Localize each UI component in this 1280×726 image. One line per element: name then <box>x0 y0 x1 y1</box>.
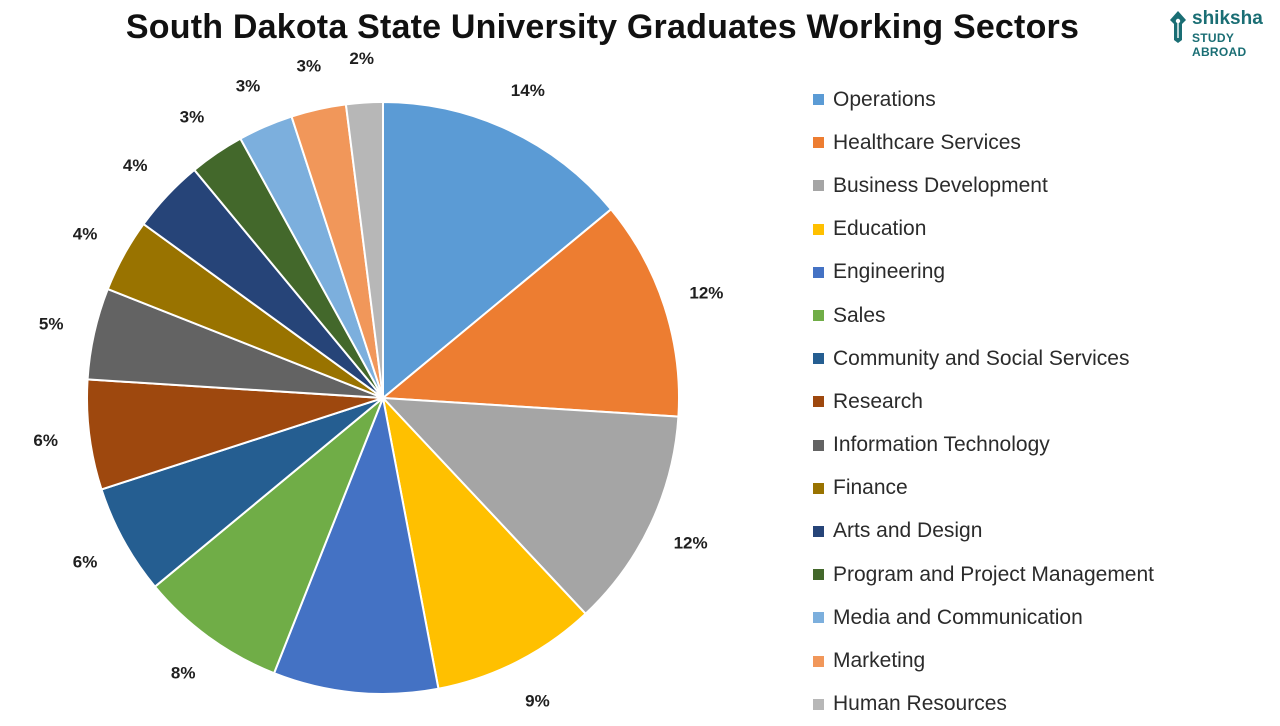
legend-item: Business Development <box>813 164 1154 207</box>
chart-title: South Dakota State University Graduates … <box>125 8 1080 46</box>
legend-item: Education <box>813 208 1154 251</box>
pie-slice-engineering <box>272 394 440 695</box>
pie-slice-healthcare-services <box>380 207 680 418</box>
data-label: 3% <box>236 77 261 96</box>
logo-brand-text: shiksha <box>1192 8 1263 29</box>
legend-label: Education <box>833 217 927 241</box>
pen-nib-icon <box>1170 11 1186 43</box>
data-label: 6% <box>73 552 98 571</box>
legend-item: Arts and Design <box>813 510 1154 553</box>
legend-item: Program and Project Management <box>813 553 1154 596</box>
shiksha-logo: shiksha STUDY ABROAD <box>1168 8 1276 59</box>
data-label: 3% <box>180 107 205 126</box>
legend-label: Operations <box>833 87 936 111</box>
legend-item: Media and Communication <box>813 596 1154 639</box>
data-label: 14% <box>511 81 545 100</box>
legend-swatch <box>813 94 824 106</box>
data-label: 8% <box>171 664 196 683</box>
legend-label: Community and Social Services <box>833 346 1130 370</box>
data-label: 4% <box>73 225 98 244</box>
data-label: 2% <box>349 49 374 68</box>
legend-swatch <box>813 655 824 667</box>
legend-swatch <box>813 525 824 537</box>
legend-swatch <box>813 439 824 451</box>
legend-item: Community and Social Services <box>813 337 1154 380</box>
legend-label: Human Resources <box>833 692 1007 716</box>
legend-label: Sales <box>833 303 886 327</box>
legend-swatch <box>813 310 824 322</box>
pie-slices <box>86 100 680 695</box>
legend-label: Research <box>833 389 923 413</box>
legend-label: Program and Project Management <box>833 562 1154 586</box>
data-label: 4% <box>123 156 148 175</box>
data-label: 12% <box>674 533 708 552</box>
legend-label: Media and Communication <box>833 605 1083 629</box>
legend-label: Engineering <box>833 260 946 284</box>
data-label: 6% <box>33 431 58 450</box>
legend-item: Research <box>813 380 1154 423</box>
legend-item: Marketing <box>813 639 1154 682</box>
data-label: 12% <box>689 283 723 302</box>
legend-swatch <box>813 137 824 149</box>
legend-item: Information Technology <box>813 424 1154 467</box>
data-label: 3% <box>297 57 322 76</box>
legend-swatch <box>813 353 824 365</box>
legend-swatch <box>813 223 824 235</box>
legend-swatch <box>813 266 824 278</box>
pie-slice-education <box>381 394 588 690</box>
pie-slice-business-development <box>380 396 680 616</box>
legend-item: Operations <box>813 78 1154 121</box>
data-label: 9% <box>525 691 550 710</box>
pie-slice-operations <box>382 100 613 401</box>
chart-legend: Operations Healthcare Services Business De… <box>813 78 1154 726</box>
legend-swatch <box>813 180 824 192</box>
legend-swatch <box>813 612 824 624</box>
legend-label: Business Development <box>833 173 1048 197</box>
logo-subtitle-text: STUDY ABROAD <box>1192 31 1247 59</box>
pie-data-labels: 14%12%12%9%9%8%6%6%5%4%4%3%3%3%2% <box>33 49 723 710</box>
legend-swatch <box>813 569 824 581</box>
legend-item: Engineering <box>813 251 1154 294</box>
pie-slice-sales <box>153 397 384 675</box>
pie-slice-human-resources <box>344 100 384 399</box>
legend-label: Information Technology <box>833 433 1050 457</box>
pie-chart: 14%12%12%9%9%8%6%6%5%4%4%3%3%3%2% <box>33 49 723 710</box>
legend-label: Marketing <box>833 649 926 673</box>
legend-swatch <box>813 396 824 408</box>
legend-item: Healthcare Services <box>813 121 1154 164</box>
legend-swatch <box>813 698 824 710</box>
legend-item: Human Resources <box>813 683 1154 726</box>
legend-label: Arts and Design <box>833 519 983 543</box>
legend-label: Finance <box>833 476 908 500</box>
legend-label: Healthcare Services <box>833 130 1021 154</box>
legend-item: Sales <box>813 294 1154 337</box>
legend-swatch <box>813 482 824 494</box>
data-label: 5% <box>39 314 64 333</box>
legend-item: Finance <box>813 467 1154 510</box>
